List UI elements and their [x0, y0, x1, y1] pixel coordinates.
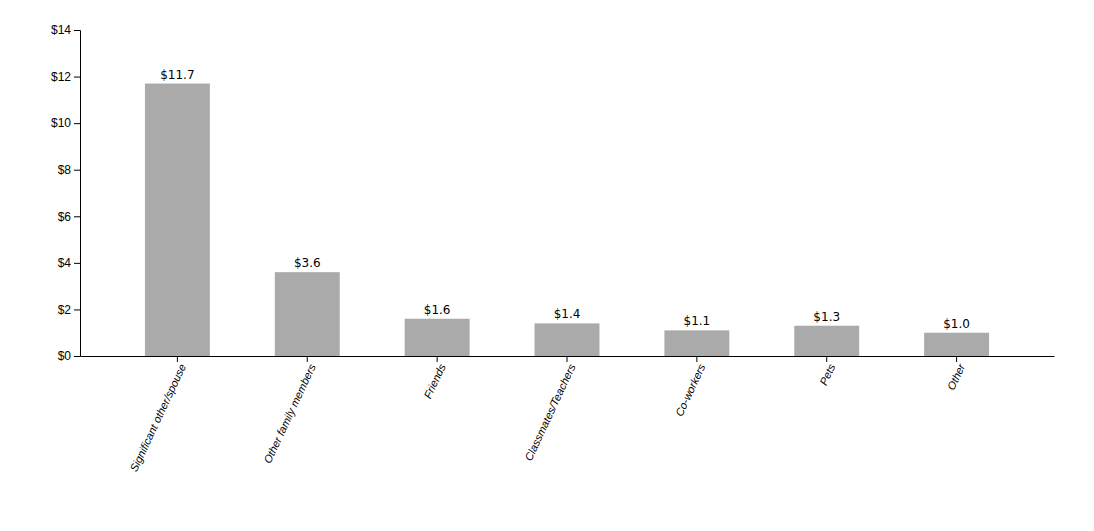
x-tick-label: Friends: [421, 362, 448, 401]
y-tick-mark: [74, 170, 80, 171]
y-tick-label: $0: [58, 349, 72, 363]
bar: [924, 333, 989, 356]
y-tick: $10: [51, 116, 80, 130]
x-tick-mark: [696, 356, 697, 362]
x-tick-label: Significant other/spouse: [128, 362, 189, 473]
y-axis-line: [74, 31, 81, 357]
data-label: $1.6: [424, 303, 451, 317]
x-tick-mark: [956, 356, 957, 362]
y-tick: $8: [58, 163, 80, 177]
y-tick-label: $8: [58, 163, 72, 177]
data-label: $3.6: [294, 256, 321, 270]
y-tick: $12: [51, 70, 80, 84]
x-tick: Other: [945, 356, 968, 392]
y-tick: $4: [58, 256, 80, 270]
y-tick-label: $12: [51, 70, 71, 84]
x-tick-label: Classmates/Teachers: [522, 362, 578, 463]
y-tick-mark: [74, 309, 80, 310]
y-tick: $0: [58, 349, 80, 363]
y-tick-label: $6: [58, 210, 72, 224]
y-tick-mark: [74, 356, 80, 357]
y-tick: $6: [58, 210, 80, 224]
y-tick-label: $4: [58, 256, 72, 270]
x-tick-mark: [177, 356, 178, 362]
x-tick-mark: [826, 356, 827, 362]
data-label: $1.3: [813, 310, 840, 324]
x-tick: Co-workers: [673, 356, 708, 418]
x-tick: Significant other/spouse: [128, 356, 189, 473]
y-tick-mark: [74, 77, 80, 78]
chart-container: $11.7$3.6$1.6$1.4$1.1$1.3$1.0$0$2$4$6$8$…: [0, 0, 1094, 531]
x-tick-label: Other: [945, 361, 968, 392]
data-labels: $11.7 $3.6 $1.6 $1.4 $1.1 $1.3 $1.0: [160, 68, 970, 331]
plot: $11.7$3.6$1.6$1.4$1.1$1.3$1.0$0$2$4$6$8$…: [51, 23, 1055, 473]
bar: [145, 84, 210, 356]
data-label: $11.7: [160, 68, 194, 82]
bars: [145, 84, 989, 356]
data-label: $1.4: [554, 307, 581, 321]
x-tick-mark: [437, 356, 438, 362]
x-tick-mark: [567, 356, 568, 362]
bar: [405, 319, 470, 356]
x-tick-label: Other family members: [261, 362, 318, 466]
x-tick: Pets: [817, 356, 837, 387]
bar: [664, 330, 729, 356]
y-tick-label: $10: [51, 116, 71, 130]
data-label: $1.0: [943, 317, 970, 331]
y-tick: $14: [51, 23, 80, 37]
x-tick-label: Co-workers: [673, 362, 708, 418]
x-tick: Other family members: [261, 356, 318, 465]
bar: [535, 323, 600, 356]
data-label: $1.1: [684, 314, 711, 328]
y-tick-mark: [74, 216, 80, 217]
x-tick-mark: [307, 356, 308, 362]
bar: [794, 326, 859, 356]
y-tick: $2: [58, 303, 80, 317]
y-axis: $0 $2 $4 $6 $8 $10 $12 $14: [51, 23, 81, 363]
y-tick-mark: [74, 123, 80, 124]
bar: [275, 272, 340, 356]
x-axis: Significant other/spouse Other family mem…: [81, 356, 1055, 473]
y-tick-mark: [74, 263, 80, 264]
x-tick: Classmates/Teachers: [522, 356, 578, 463]
y-tick-label: $2: [58, 303, 72, 317]
chart-svg: $11.7$3.6$1.6$1.4$1.1$1.3$1.0$0$2$4$6$8$…: [0, 0, 1094, 531]
y-tick-label: $14: [51, 23, 71, 37]
y-tick-mark: [74, 30, 80, 31]
x-tick: Friends: [421, 356, 448, 400]
x-tick-label: Pets: [817, 362, 837, 387]
